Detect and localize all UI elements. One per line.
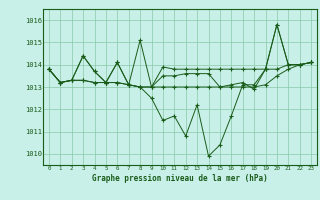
X-axis label: Graphe pression niveau de la mer (hPa): Graphe pression niveau de la mer (hPa) [92,174,268,183]
